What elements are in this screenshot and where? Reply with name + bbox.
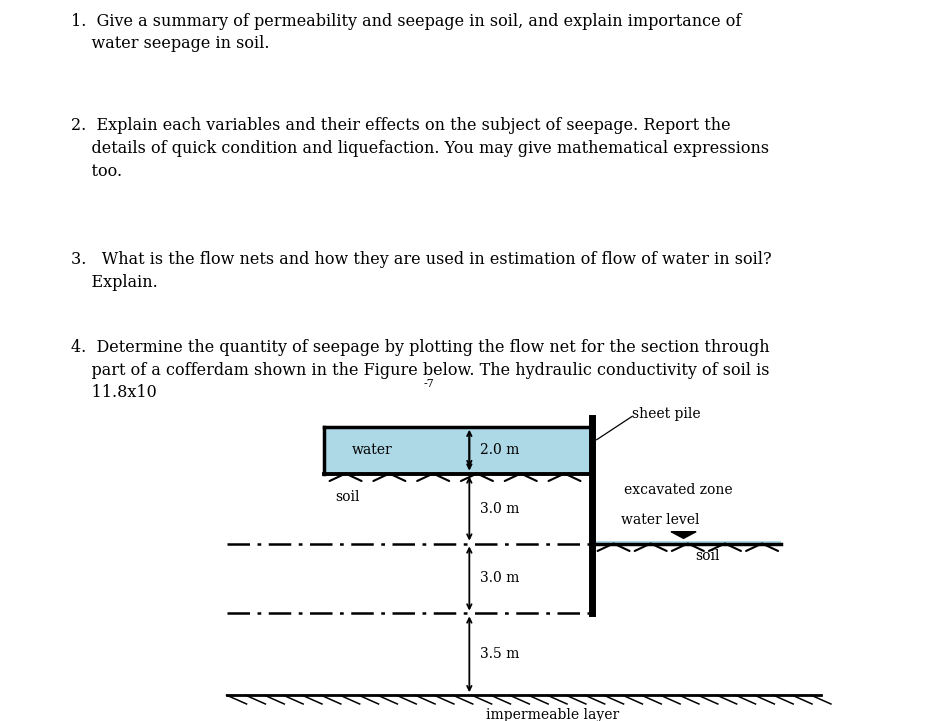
Text: 4.  Determine the quantity of seepage by plotting the flow net for the section t: 4. Determine the quantity of seepage by … — [71, 339, 770, 402]
Text: excavated zone: excavated zone — [624, 483, 732, 497]
Text: -7: -7 — [424, 379, 434, 389]
Bar — [592, 541, 781, 546]
Text: 2.  Explain each variables and their effects on the subject of seepage. Report t: 2. Explain each variables and their effe… — [71, 117, 769, 180]
Text: 3.   What is the flow nets and how they are used in estimation of flow of water : 3. What is the flow nets and how they ar… — [71, 251, 772, 291]
Text: 1.  Give a summary of permeability and seepage in soil, and explain importance o: 1. Give a summary of permeability and se… — [71, 12, 742, 53]
Polygon shape — [671, 531, 696, 539]
Text: sheet pile: sheet pile — [632, 407, 701, 421]
Text: 3.5 m: 3.5 m — [480, 647, 519, 661]
Text: soil: soil — [335, 490, 360, 504]
Text: 2.0 m: 2.0 m — [480, 443, 519, 457]
Text: soil: soil — [695, 549, 720, 563]
Text: impermeable layer: impermeable layer — [486, 708, 619, 721]
Text: 3.0 m: 3.0 m — [480, 572, 519, 585]
Text: 3.0 m: 3.0 m — [480, 502, 519, 516]
Text: water level: water level — [621, 513, 699, 527]
Bar — [324, 427, 592, 474]
Text: water: water — [352, 443, 393, 457]
